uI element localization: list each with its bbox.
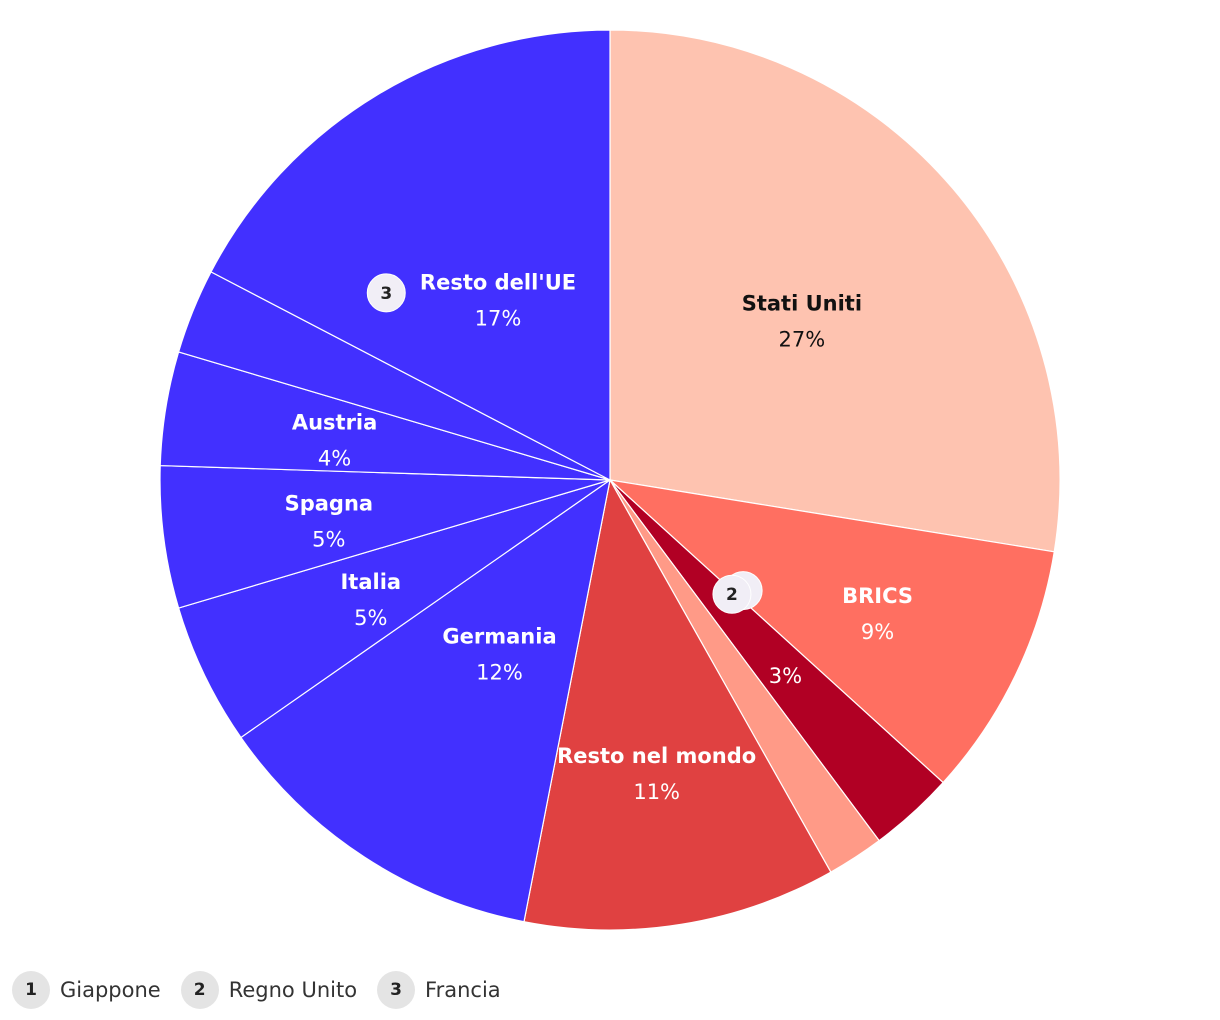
slice-value-5: 11% bbox=[633, 780, 680, 804]
pie-chart: Stati Uniti 27% BRICS 9% 3% Resto nel mondo 11… bbox=[159, 29, 1061, 931]
legend-label-2: Regno Unito bbox=[228, 978, 358, 1002]
slice-value-11: 17% bbox=[475, 306, 522, 330]
slice-label-8: Spagna bbox=[285, 491, 373, 515]
slice-label-1: Stati Uniti bbox=[742, 292, 862, 316]
pie-labels: Stati Uniti 27% BRICS 9% 3% Resto nel mondo 11… bbox=[285, 270, 913, 803]
slice-value-9: 4% bbox=[318, 446, 351, 470]
slice-marker-circle-3 bbox=[366, 273, 406, 313]
legend-label-3: Francia bbox=[425, 978, 501, 1002]
slice-marker-2: 2 bbox=[712, 574, 752, 614]
slice-value-2: 9% bbox=[861, 620, 894, 644]
pie-slice-6 bbox=[240, 478, 611, 923]
slice-marker-circle-2 bbox=[712, 574, 752, 614]
slice-value-3: 3% bbox=[769, 664, 802, 688]
legend-badge-3: 3 bbox=[377, 971, 416, 1009]
pie-slice-5 bbox=[523, 478, 832, 931]
pie-slice-8 bbox=[159, 464, 611, 609]
slice-label-11: Resto dell'UE bbox=[420, 270, 576, 294]
slice-value-6: 12% bbox=[476, 661, 523, 685]
slice-marker-3: 3 bbox=[366, 273, 406, 313]
legend-item-3: 3 Francia bbox=[377, 971, 501, 1009]
pie-slice-11 bbox=[210, 29, 611, 481]
slice-value-8: 5% bbox=[312, 527, 345, 551]
legend-badge-2: 2 bbox=[180, 971, 219, 1009]
slice-marker-number-2: 2 bbox=[726, 585, 738, 605]
legend: 1 Giappone 2 Regno Unito 3 Francia bbox=[12, 970, 521, 1010]
pie-slice-2 bbox=[608, 479, 1055, 784]
pie-markers: 123 bbox=[366, 273, 763, 614]
legend-badge-1: 1 bbox=[12, 971, 50, 1009]
slice-label-9: Austria bbox=[292, 410, 377, 434]
slice-marker-number-3: 3 bbox=[380, 284, 392, 304]
slice-label-7: Italia bbox=[340, 570, 401, 594]
legend-item-1: 1 Giappone bbox=[12, 971, 161, 1009]
slice-label-2: BRICS bbox=[842, 584, 913, 608]
slice-value-7: 5% bbox=[354, 606, 387, 630]
pie-slice-7 bbox=[177, 479, 611, 739]
pie-slice-1 bbox=[609, 29, 1061, 553]
legend-label-1: Giappone bbox=[60, 978, 161, 1002]
slice-value-1: 27% bbox=[779, 328, 826, 352]
pie-slices bbox=[159, 29, 1061, 931]
legend-item-2: 2 Regno Unito bbox=[180, 971, 358, 1009]
slice-label-6: Germania bbox=[442, 625, 556, 649]
slice-label-5: Resto nel mondo bbox=[557, 744, 756, 768]
